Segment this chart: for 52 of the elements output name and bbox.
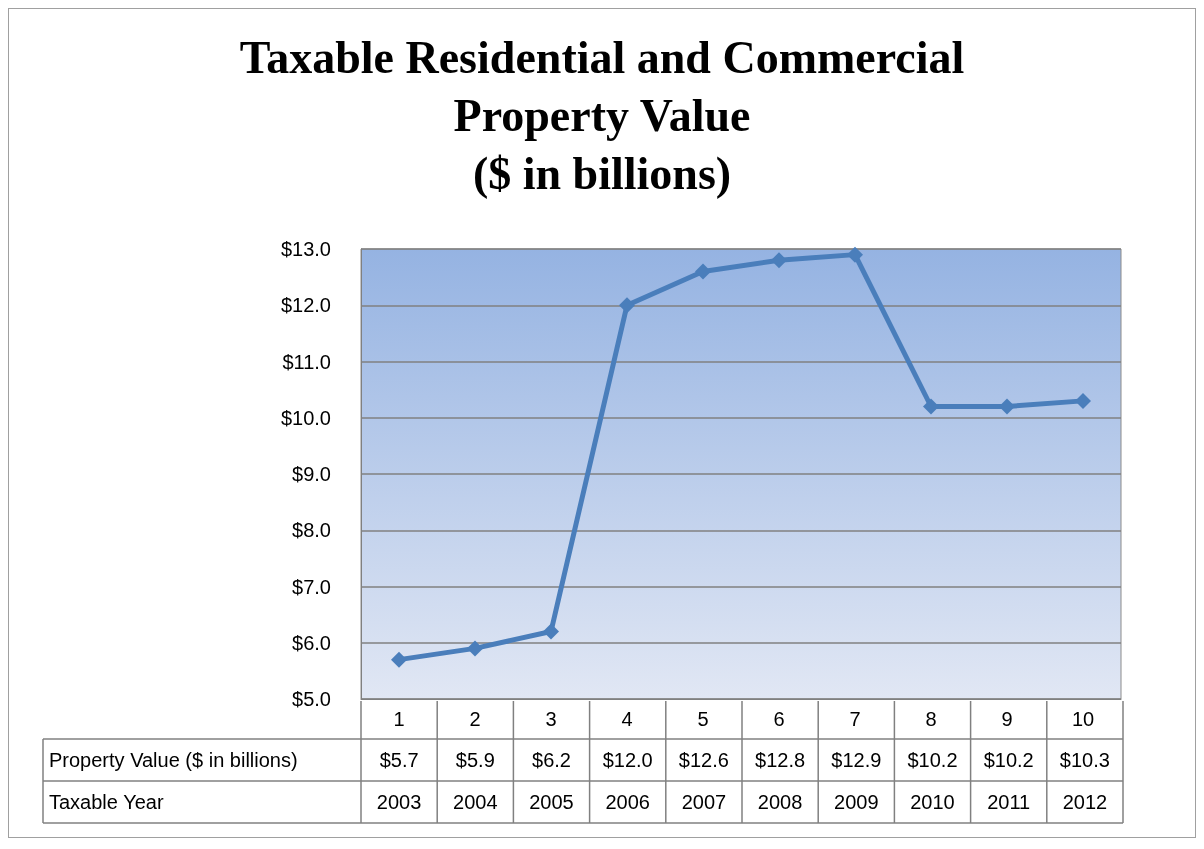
chart-title: Taxable Residential and Commercial Property Value ($ in billions): [239, 31, 965, 199]
data-label: $12.0: [602, 749, 653, 771]
x-tick-label: 5: [697, 708, 709, 730]
text: 2003: [376, 791, 422, 813]
data-label: $10.2: [907, 749, 958, 771]
text: 2011: [987, 791, 1031, 813]
text: 2010: [910, 791, 955, 813]
text: 2008: [757, 791, 803, 813]
y-tick-label: $8.0: [292, 519, 331, 542]
point: [771, 252, 787, 269]
data-label: $12.6: [678, 749, 729, 771]
y-tick-label: $10.0: [280, 406, 331, 429]
data-label: $12.8: [755, 749, 806, 771]
x-tick-label: 9: [1001, 708, 1013, 730]
point: [1075, 392, 1091, 409]
point: [543, 623, 559, 640]
data-label: $12.9: [831, 749, 882, 771]
text: 2005: [529, 791, 574, 813]
point: [847, 246, 863, 263]
data-label: $5.9: [455, 749, 495, 771]
x-tick-label: 10: [1071, 708, 1095, 730]
y-tick-label: $11.0: [282, 350, 331, 373]
data-label: $10.3: [1059, 749, 1110, 771]
text: Property Value ($ in billions): [49, 749, 298, 771]
point: [467, 640, 483, 657]
y-tick-label: $5.0: [292, 688, 331, 710]
y-tick-label: $6.0: [292, 631, 331, 654]
text: 2009: [834, 791, 879, 813]
y-tick-label: $13.0: [280, 238, 331, 260]
text: 2007: [681, 791, 727, 813]
text: 2004: [453, 791, 498, 813]
x-tick-label: 8: [925, 708, 937, 730]
point: [695, 263, 711, 280]
y-tick-label: $12.0: [280, 294, 331, 317]
point: [619, 297, 635, 314]
text: 2012: [1062, 791, 1108, 813]
point: [999, 398, 1015, 415]
data-label: $6.2: [532, 749, 571, 771]
data-label: $10.2: [983, 749, 1034, 771]
point: [391, 651, 407, 668]
text: Taxable Year: [49, 791, 164, 813]
text: 2006: [605, 791, 650, 813]
x-tick-label: 6: [773, 708, 785, 730]
x-tick-label: 4: [621, 708, 633, 730]
y-tick-label: $7.0: [292, 575, 331, 598]
x-tick-label: 3: [545, 708, 557, 730]
point: [923, 398, 939, 415]
x-tick-label: 7: [849, 708, 861, 730]
x-tick-label: 2: [469, 708, 481, 730]
x-tick-label: 1: [393, 708, 405, 730]
data-label: $5.7: [379, 749, 419, 771]
y-tick-label: $9.0: [292, 463, 331, 485]
